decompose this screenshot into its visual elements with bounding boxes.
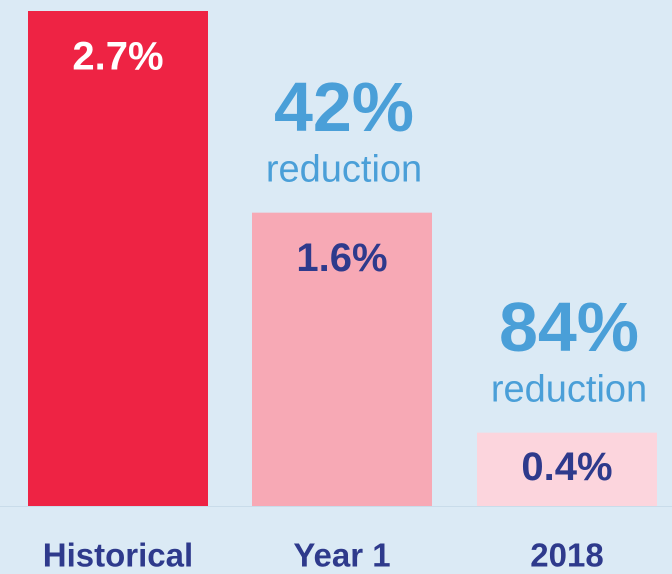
- value-label: 0.4%: [521, 445, 612, 489]
- category-label: 2018: [530, 537, 603, 574]
- reduction-text: reduction: [491, 369, 647, 411]
- reduction-text: reduction: [266, 149, 422, 191]
- reduction-percent: 84%: [499, 288, 639, 366]
- value-label: 1.6%: [296, 236, 387, 280]
- value-label: 2.7%: [72, 35, 163, 79]
- category-label: Year 1: [293, 537, 390, 574]
- bar: [252, 212, 432, 506]
- category-label: Historical: [43, 537, 193, 574]
- bar: [28, 11, 208, 506]
- bar: [477, 432, 657, 506]
- reduction-percent: 42%: [274, 68, 414, 146]
